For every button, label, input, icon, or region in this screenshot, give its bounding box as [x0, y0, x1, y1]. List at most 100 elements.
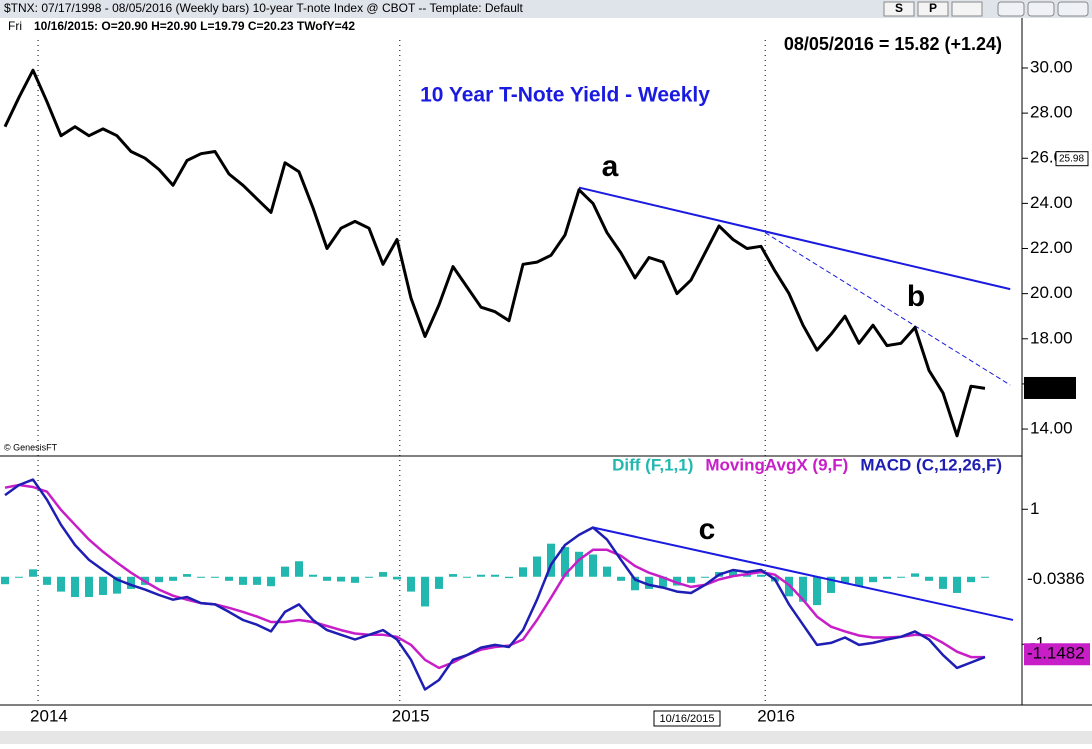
histogram-bar	[281, 566, 289, 577]
histogram-bar	[29, 569, 37, 577]
y-tick-label: 28.00	[1030, 103, 1073, 122]
histogram-bar	[393, 576, 401, 580]
value-tag-label: -0.0386	[1027, 569, 1085, 588]
histogram-bar	[547, 543, 555, 577]
y-tick-label: 14.00	[1030, 419, 1073, 438]
y-tick-label: 22.00	[1030, 238, 1073, 257]
button-link[interactable]	[951, 1, 983, 17]
histogram-bar	[869, 576, 877, 583]
histogram-bar	[197, 576, 205, 578]
histogram-bar	[533, 556, 541, 577]
histogram-bar	[883, 576, 891, 579]
histogram-bar	[967, 576, 975, 583]
button-max[interactable]	[1027, 1, 1055, 17]
histogram-bar	[645, 576, 653, 589]
last-quote: 08/05/2016 = 15.82 (+1.24)	[784, 34, 1002, 54]
trendline	[764, 232, 1011, 386]
histogram-bar	[911, 573, 919, 577]
histogram-bar	[15, 576, 23, 578]
x-tick-label: 2015	[392, 706, 430, 725]
histogram-bar	[127, 576, 135, 589]
y-tick-label: 20.00	[1030, 283, 1073, 302]
cursor-date-box	[653, 710, 721, 727]
value-tag	[1024, 568, 1090, 591]
annotation: a	[602, 150, 619, 183]
price-line	[3, 68, 986, 438]
histogram-bar	[239, 576, 247, 585]
histogram-bar	[925, 576, 933, 581]
indicator-line	[4, 483, 985, 670]
y-tick-label: 1	[1030, 499, 1039, 518]
histogram-bar	[673, 576, 681, 586]
histogram-bar	[295, 561, 303, 577]
copyright: © GenesisFT	[4, 442, 58, 452]
histogram-bar	[309, 574, 317, 577]
button-label[interactable]: S	[895, 1, 903, 15]
y-tick-label: 30.00	[1030, 57, 1073, 76]
histogram-bar	[631, 576, 639, 591]
window-buttons[interactable]: S P	[883, 1, 1089, 17]
annotation: b	[907, 280, 925, 313]
histogram-bar	[939, 576, 947, 589]
histogram-bar	[505, 576, 513, 579]
histogram-bar	[897, 576, 905, 578]
trendline	[578, 186, 1011, 291]
histogram-bar	[1, 576, 9, 585]
marker-tag-label: 25.98	[1059, 153, 1084, 164]
histogram-bar	[477, 574, 485, 577]
button-min[interactable]	[997, 1, 1025, 17]
indicator-line	[4, 478, 986, 691]
histogram-bar	[463, 576, 471, 578]
histogram-bar	[57, 576, 65, 592]
histogram-bar	[407, 576, 415, 592]
histogram-bar	[659, 576, 667, 587]
histogram-bar	[421, 576, 429, 607]
x-tick-label: 2014	[30, 706, 68, 725]
x-tick-label: 2016	[757, 706, 795, 725]
histogram-bar	[351, 576, 359, 583]
histogram-bar	[855, 576, 863, 587]
histogram-bar	[211, 576, 219, 578]
legend-entry: Diff (F,1,1)	[612, 455, 693, 474]
histogram-bar	[729, 570, 737, 577]
histogram-bar	[841, 576, 849, 583]
histogram-bar	[827, 576, 835, 593]
histogram-bar	[183, 574, 191, 577]
histogram-bar	[323, 576, 331, 581]
header-ohlc: 10/16/2015: O=20.90 H=20.90 L=19.79 C=20…	[34, 19, 355, 33]
annotation: c	[699, 513, 716, 546]
cursor-date: 10/16/2015	[659, 713, 714, 725]
chart-title: 10 Year T-Note Yield - Weekly	[420, 84, 710, 107]
button-close[interactable]	[1057, 1, 1089, 17]
histogram-bar	[267, 576, 275, 587]
histogram-bar	[687, 576, 695, 583]
scrollbar[interactable]	[0, 731, 1092, 744]
marker-tag	[1055, 151, 1089, 167]
y-tick-label: 18.00	[1030, 328, 1073, 347]
histogram-bar	[757, 574, 765, 577]
histogram-bar	[253, 576, 261, 585]
legend-entry: MovingAvgX (9,F)	[705, 455, 848, 474]
histogram-bar	[169, 576, 177, 581]
histogram-bar	[575, 551, 583, 577]
button-label[interactable]: P	[929, 1, 937, 15]
header-line: $TNX: 07/17/1998 - 08/05/2016 (Weekly ba…	[4, 1, 524, 15]
histogram-bar	[43, 576, 51, 585]
button-p[interactable]	[917, 1, 949, 17]
value-tag	[1024, 376, 1076, 399]
histogram-bar	[337, 576, 345, 582]
trendline	[592, 526, 1014, 621]
button-s[interactable]	[883, 1, 915, 17]
histogram-bar	[155, 576, 163, 583]
value-tag-label: 15.82	[1027, 377, 1070, 396]
histogram-bar	[701, 576, 709, 578]
y-tick-label: 24.00	[1030, 193, 1073, 212]
histogram-bar	[85, 576, 93, 598]
histogram-bar	[449, 574, 457, 577]
value-tag	[1024, 643, 1090, 666]
histogram-bar	[71, 576, 79, 598]
histogram-bar	[435, 576, 443, 589]
legend-entry: MACD (C,12,26,F)	[860, 455, 1002, 474]
histogram-bar	[617, 576, 625, 581]
